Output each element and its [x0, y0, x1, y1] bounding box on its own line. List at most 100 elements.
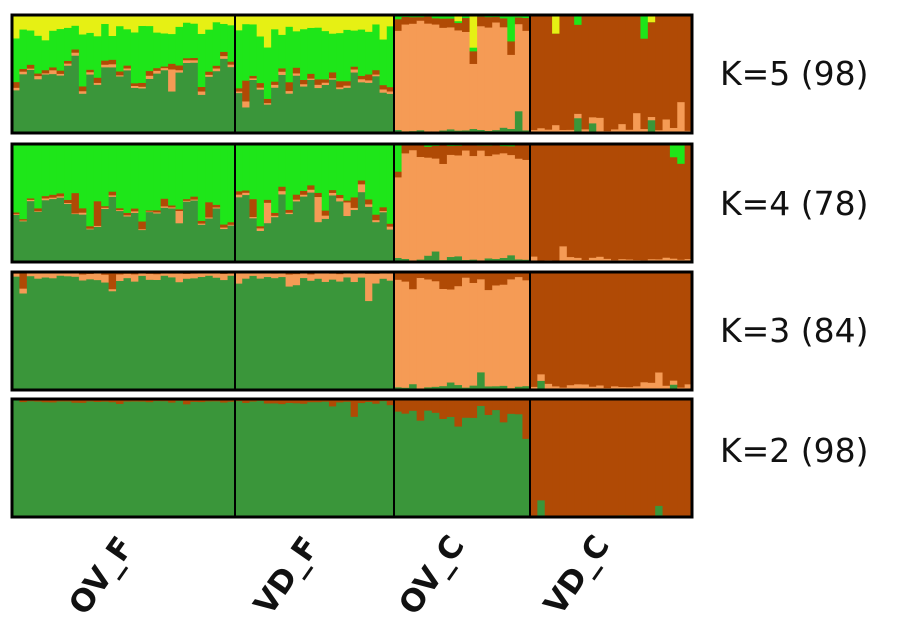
bar-segment-light-orange — [424, 157, 433, 256]
bar-segment-light-orange — [350, 69, 359, 73]
bar-segment-bright-green — [574, 15, 583, 25]
bar-segment-light-orange — [484, 289, 493, 387]
bar-segment-rust — [300, 190, 308, 195]
bar-segment-light-orange — [307, 274, 316, 281]
bar-segment-light-orange — [12, 213, 21, 215]
bar-segment-bright-green — [386, 144, 395, 224]
bar-segment-bright-green — [314, 27, 323, 80]
bar-segment-rust — [588, 399, 597, 517]
bar-segment-rust — [93, 200, 102, 226]
bar-segment-dark-green — [647, 119, 656, 134]
bar-segment-rust — [416, 272, 425, 278]
bar-segment-rust — [379, 206, 388, 212]
bar-segment-rust — [574, 24, 583, 114]
bar-segment-light-orange — [153, 212, 162, 214]
bar-segment-bright-green — [350, 30, 359, 67]
bar-segment-rust — [507, 399, 516, 414]
bar-segment-rust — [603, 15, 612, 132]
bar-segment-dark-green — [26, 275, 35, 391]
bar-segment-rust — [499, 145, 508, 154]
bar-segment-dark-green — [212, 70, 221, 134]
bar-segment-bright-green — [175, 26, 184, 66]
bar-segment-rust — [49, 194, 58, 198]
bar-segment-dark-green — [64, 203, 73, 263]
bar-segment-dark-green — [108, 401, 117, 518]
bar-segment-yellow — [647, 15, 656, 23]
bar-segment-bright-green — [101, 144, 110, 207]
bar-segment-dark-green — [212, 400, 221, 518]
bar-segment-dark-green — [343, 277, 352, 391]
bar-segment-dark-green — [537, 380, 546, 391]
bar-segment-rust — [227, 221, 236, 225]
bar-segment-rust — [477, 16, 486, 27]
bar-segment-dark-green — [271, 216, 279, 263]
bar-segment-dark-green — [484, 386, 493, 391]
bar-segment-light-orange — [611, 129, 619, 134]
bar-segment-rust — [484, 16, 493, 28]
bar-segment-rust — [424, 16, 433, 24]
bar-segment-rust — [314, 192, 323, 198]
bar-segment-yellow — [227, 15, 236, 26]
bar-segment-rust — [439, 272, 448, 289]
bar-segment-dark-green — [307, 79, 316, 134]
bar-segment-dark-green — [116, 76, 125, 134]
bar-segment-yellow — [19, 15, 28, 30]
bar-segment-rust — [220, 399, 229, 403]
bar-segment-dark-green — [235, 400, 243, 518]
bar-segment-light-orange — [662, 385, 671, 391]
bar-segment-bright-green — [677, 144, 686, 164]
bar-segment-light-orange — [71, 213, 80, 215]
bar-segment-rust — [19, 68, 28, 72]
bar-segment-rust — [596, 15, 605, 118]
bar-segment-yellow — [256, 15, 265, 37]
bar-segment-dark-green — [424, 255, 433, 263]
bar-segment-bright-green — [138, 25, 147, 83]
bar-segment-rust — [307, 184, 316, 190]
bar-segment-rust — [559, 399, 568, 517]
bar-segment-rust — [34, 208, 43, 212]
bar-segment-bright-green — [263, 47, 272, 99]
bar-segment-dark-green — [205, 275, 214, 391]
bar-segment-rust — [588, 144, 597, 258]
bar-segment-light-orange — [182, 59, 191, 63]
bar-segment-light-orange — [530, 256, 538, 263]
bar-segment-dark-green — [86, 278, 95, 391]
bar-segment-light-orange — [116, 209, 125, 212]
bar-segment-dark-green — [386, 404, 395, 518]
panel-frame — [10, 142, 694, 264]
bar-segment-light-orange — [446, 154, 456, 258]
bar-segment-light-orange — [205, 217, 214, 219]
bar-segment-rust — [537, 399, 546, 501]
bar-segment-rust — [677, 15, 686, 103]
bar-segment-yellow — [285, 15, 294, 27]
bar-segment-light-orange — [484, 155, 493, 259]
bar-segment-rust — [328, 189, 337, 193]
bar-segment-bright-green — [321, 144, 330, 211]
bar-segment-light-orange — [41, 72, 50, 75]
bar-segment-rust — [357, 399, 366, 404]
bar-segment-light-orange — [336, 273, 345, 282]
bar-segment-light-orange — [640, 381, 649, 391]
bar-segment-light-orange — [477, 25, 486, 131]
bar-segment-rust — [530, 15, 538, 131]
bar-segment-rust — [197, 399, 206, 403]
bar-segment-light-orange — [205, 74, 214, 77]
bar-segment-dark-green — [469, 128, 478, 134]
population-label-vd-f: VD_F — [247, 530, 326, 619]
bar-segment-rust — [522, 272, 531, 281]
bar-segment-light-orange — [12, 87, 21, 91]
bar-segment-light-orange — [278, 190, 287, 195]
bar-segment-dark-green — [138, 229, 147, 263]
bar-segment-rust — [71, 399, 80, 403]
bar-segment-rust — [86, 69, 95, 73]
bar-segment-light-orange — [454, 155, 463, 257]
bar-segment-light-orange — [514, 158, 524, 260]
bar-segment-rust — [34, 73, 43, 77]
bar-segment-light-orange — [321, 215, 330, 219]
bar-segment-light-orange — [552, 124, 561, 134]
bar-segment-dark-green — [263, 276, 272, 391]
bar-segment-yellow — [93, 15, 102, 37]
bar-segment-dark-green — [78, 402, 87, 518]
bar-segment-light-orange — [394, 30, 403, 131]
bar-segment-dark-green — [386, 229, 395, 263]
